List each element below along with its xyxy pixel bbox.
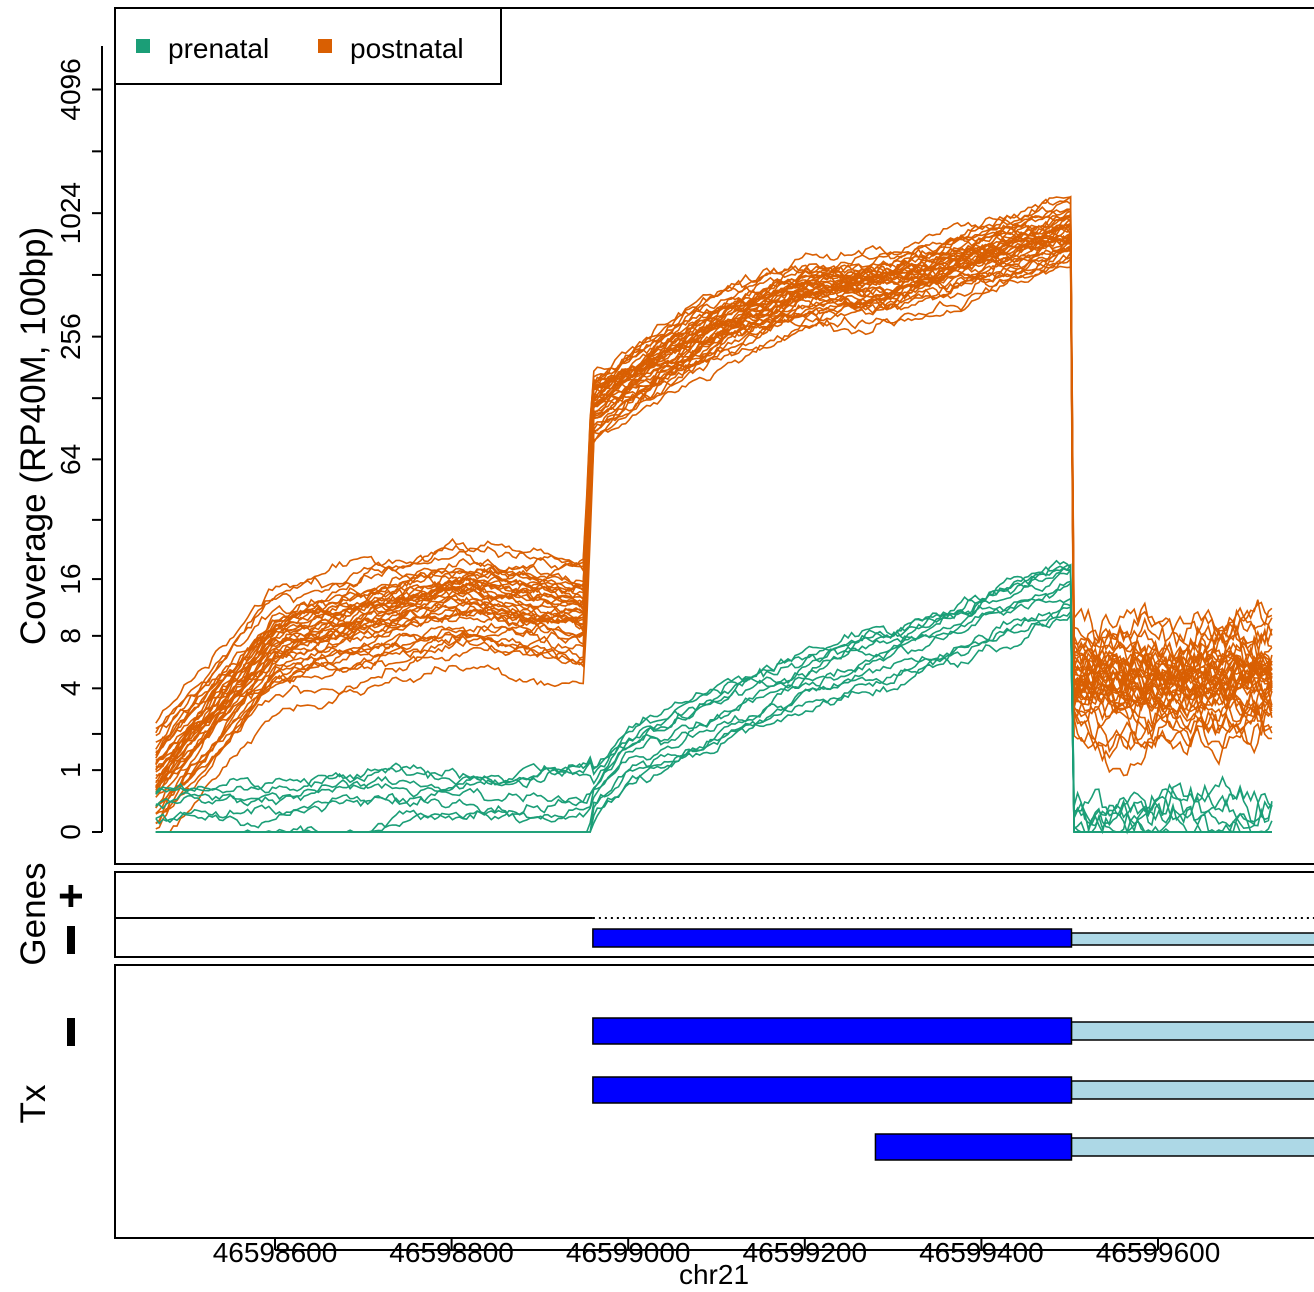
y-tick-label: 16 [55,564,86,595]
y-axis: 0 1 4 8 16 64 256 1024 4096 [55,46,103,840]
tx-panel-frame [114,964,1314,1239]
coverage-line-postnatal [155,237,1273,788]
tx-utr [1070,1021,1314,1041]
y-tick-label: 1024 [55,182,86,244]
tx-utr [1070,1137,1314,1157]
tx-coding-exon [592,1076,1073,1104]
legend-swatch-postnatal [318,39,332,53]
genes-panel-frame [114,871,1314,958]
coverage-line-postnatal [155,195,1273,724]
x-axis-label: chr21 [679,1259,749,1287]
tx-coding-exon [874,1133,1073,1161]
legend: prenatal postnatal [114,7,502,85]
tx-panel-label: Tx [14,1084,53,1123]
coverage-line-prenatal [155,597,1272,833]
tx-panel: Tx [14,964,1314,1239]
coverage-line-postnatal [155,213,1273,750]
tx-minus-strand-mark [67,1018,75,1046]
y-tick-label: 8 [55,628,86,644]
legend-label-postnatal: postnatal [350,33,464,64]
legend-box [114,7,502,85]
y-tick-label: 256 [55,313,86,360]
coverage-line-postnatal [155,216,1273,773]
coverage-line-postnatal [155,195,1273,737]
coverage-line-postnatal [155,232,1273,793]
coverage-panel: 0 1 4 8 16 64 256 1024 4096 Coverage (RP40M, 100… [14,7,1314,865]
y-axis-label: Coverage (RP40M, 100bp) [14,227,53,645]
coverage-line-prenatal [155,567,1272,833]
coverage-line-postnatal [155,222,1273,771]
genes-panel-label: Genes [14,862,53,965]
x-tick-label: 46599600 [1096,1237,1221,1268]
coverage-line-postnatal [155,214,1273,766]
coverage-line-postnatal [155,214,1273,759]
y-tick-label: 4096 [55,58,86,120]
y-tick-label: 4 [55,681,86,697]
genes-features [592,928,1314,948]
coverage-line-postnatal [155,222,1273,756]
coverage-line-postnatal [155,264,1272,833]
coverage-line-prenatal [155,563,1273,835]
coverage-line-postnatal [155,249,1273,814]
coverage-line-postnatal [155,244,1273,807]
coverage-line-prenatal [155,564,1272,835]
x-tick-label: 46598600 [213,1237,338,1268]
x-axis: 46598600 46598800 46599000 46599200 46599400… [213,1237,1221,1268]
y-tick-label: 0 [55,824,86,840]
coverage-line-postnatal [155,225,1273,784]
coverage-line-postnatal [155,254,1273,825]
tx-coding-exon [592,1017,1073,1045]
genes-panel: Genes + [14,862,1314,966]
genes-minus-strand-mark [67,926,75,954]
gene-utr [1070,932,1314,946]
coverage-panel-frame [114,7,1314,865]
x-tick-label: 46599200 [743,1237,868,1268]
coverage-lines [155,195,1273,835]
tx-utr [1070,1080,1314,1100]
coverage-line-postnatal [155,245,1273,809]
x-tick-label: 46598800 [389,1237,514,1268]
y-tick-label: 1 [55,762,86,778]
y-tick-label: 64 [55,444,86,475]
gene-coding-exon [592,928,1073,948]
x-tick-label: 46599000 [566,1237,691,1268]
genes-plus-strand: + [47,883,96,909]
x-tick-label: 46599400 [919,1237,1044,1268]
legend-label-prenatal: prenatal [168,33,269,64]
coverage-line-postnatal [155,236,1273,794]
tx-features [592,1017,1314,1161]
coverage-line-prenatal [155,603,1272,833]
legend-swatch-prenatal [136,39,150,53]
